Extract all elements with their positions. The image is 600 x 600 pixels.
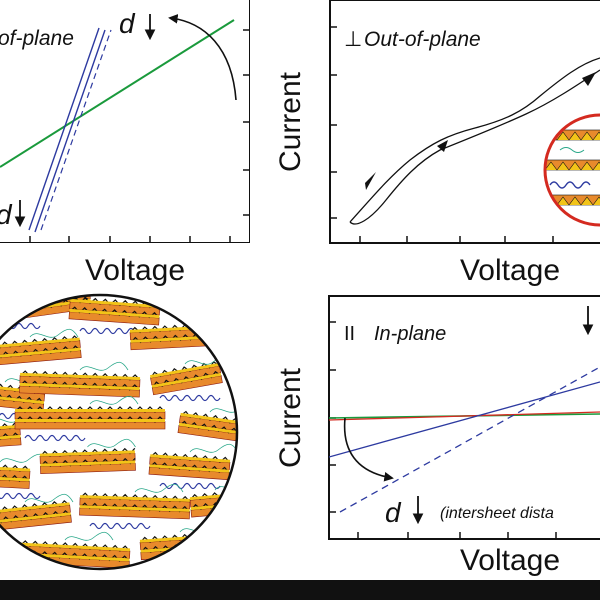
d-label-c: d [385,497,402,528]
right-circle-ring [543,113,600,227]
green-line [0,19,235,168]
panel-b-frame [329,0,600,244]
rotation-arrow [168,14,237,101]
sheet-stack [0,335,82,367]
panel-b-title: Out-of-plane [364,28,481,51]
panel-c: II In-plane d (intersheet dista [328,295,600,540]
panel-b-ylabel: Current [274,71,307,172]
sheet-stack [177,410,237,442]
panel-b-xlabel: Voltage [460,254,560,287]
panel-a-xlabel: Voltage [85,254,185,287]
blue-line-1 [34,29,106,233]
sheet-stack [39,447,136,474]
polymer-strand [29,328,79,338]
panel-b: ⊥ Out-of-plane [329,0,600,244]
curve-arrow-3-icon [582,72,596,86]
panel-b-x-ticks [359,236,554,243]
polymer-strand [209,403,237,413]
polymer-coil [159,394,221,402]
panel-a-x-ticks [29,236,231,243]
polymer-coil [89,522,151,530]
panel-c-x-ticks [357,532,557,539]
panel-c-title: In-plane [374,323,446,345]
iv-curve-upper [349,57,600,223]
polymer-strand [87,438,136,448]
panel-a-y-ticks [243,29,250,216]
polymer-coil [79,327,141,335]
sheet-stack [79,492,191,520]
panel-c-lines [329,366,600,513]
panel-b-title-symbol: ⊥ [344,28,362,51]
polymer-strand [64,531,114,541]
polymer-coil [10,572,70,577]
polymer-strand [30,284,78,292]
panel-a: of-plane d d [0,0,250,243]
panel-c-xlabel: Voltage [460,544,560,577]
sheet-stack [0,462,31,489]
polymer-strand [79,361,129,371]
curve-arrow-1-icon [365,172,376,190]
bottom-bar [0,580,600,600]
sheet-stack [68,296,161,326]
curve-arrow-2-icon [437,140,448,152]
left-circle-ring [0,293,239,571]
rotation-arrow-c [343,417,394,482]
polymer-strand [184,313,234,323]
polymer-strand [89,395,139,405]
left-circle-inset [0,284,239,577]
red-line-flat [329,411,600,421]
sheet-stack [14,406,166,430]
panel-b-y-ticks [330,26,337,219]
d-label-bottom: d [0,199,13,230]
blue-dashed-line-steep [339,366,600,513]
polymer-coil [159,482,221,490]
panel-a-title: of-plane [0,27,74,50]
polymer-strand [214,481,237,491]
blue-line-shallow [329,381,600,458]
panel-c-y-ticks [329,321,336,513]
polymer-strand [189,443,237,453]
polymer-coil [24,434,86,442]
polymer-coil [0,492,41,500]
right-circle-content [545,129,600,206]
sheet-stack [148,451,231,481]
sheet-stack [150,361,223,396]
sheet-stack [0,422,22,450]
panel-c-title-symbol: II [344,323,355,345]
d-note: (intersheet dista [440,505,554,522]
blue-dashed-line [40,29,112,231]
d-label-top: d [119,8,136,39]
right-circle-inset [543,113,600,227]
sheet-stack [19,370,141,398]
polymer-strand [134,483,184,493]
polymer-strand [24,493,74,503]
panel-c-ylabel: Current [274,367,307,468]
blue-line-2 [28,27,100,231]
sheet-stack [0,500,72,532]
